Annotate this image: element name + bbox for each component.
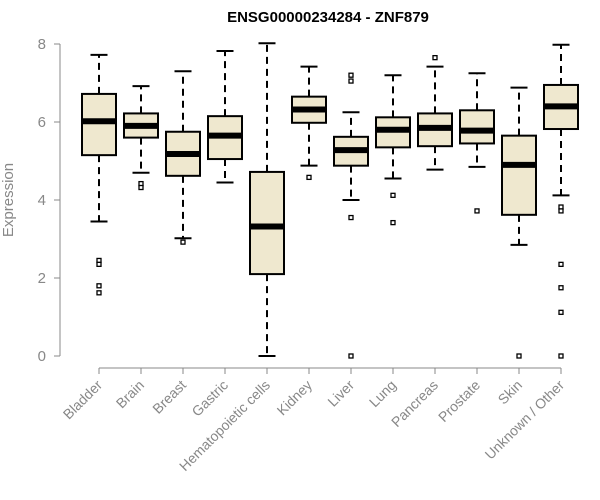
outlier-point	[180, 239, 186, 245]
box-2	[165, 70, 201, 245]
box-body	[459, 109, 495, 145]
x-tick-label: Unknown / Other	[482, 377, 568, 463]
outlier-point	[96, 290, 102, 296]
outlier-point	[432, 55, 438, 61]
outlier-point	[558, 353, 564, 359]
x-tick-label: Bladder	[60, 377, 106, 423]
outlier-point	[138, 184, 144, 191]
outlier-point	[516, 353, 522, 359]
outlier-point	[348, 214, 354, 221]
outlier-point	[558, 285, 564, 291]
x-tick-label: Kidney	[274, 377, 316, 419]
box-body	[249, 170, 285, 276]
box-3	[207, 50, 243, 184]
box-1	[123, 85, 159, 191]
box-10	[501, 86, 537, 359]
box-8	[417, 55, 453, 171]
outlier-point	[348, 353, 354, 359]
y-tick-label: 2	[38, 270, 46, 287]
x-tick-label: Lung	[366, 377, 399, 410]
y-tick-label: 4	[38, 192, 46, 209]
outlier-point	[474, 208, 480, 214]
outlier-point	[96, 261, 102, 268]
outlier-point	[390, 192, 396, 198]
outlier-point	[348, 72, 354, 78]
x-tick-label: Pancreas	[388, 377, 441, 430]
outlier-point	[558, 261, 564, 268]
box-7	[375, 74, 411, 226]
y-tick-label: 8	[38, 36, 46, 53]
y-axis: 0 2 4 6 8	[38, 36, 61, 365]
x-tick-label: Breast	[149, 377, 189, 417]
x-tick-label: Liver	[324, 377, 357, 410]
outlier-point	[348, 78, 354, 84]
box-0	[81, 53, 117, 296]
y-axis-label: Expression	[0, 163, 17, 237]
box-body	[501, 134, 537, 216]
y-tick-label: 0	[38, 348, 46, 365]
outlier-point	[558, 309, 564, 315]
x-tick-label: Skin	[495, 377, 526, 408]
x-tick-label: Brain	[113, 377, 147, 411]
box-6	[333, 72, 369, 359]
box-body	[81, 92, 117, 157]
box-9	[459, 72, 495, 214]
outlier-point	[390, 219, 396, 226]
box-4	[249, 42, 285, 357]
x-tick-label: Prostate	[435, 377, 483, 425]
y-tick-label: 6	[38, 114, 46, 131]
outlier-point	[306, 174, 312, 181]
box-11	[543, 43, 579, 359]
outlier-point	[96, 283, 102, 289]
box-series	[81, 42, 579, 359]
box-5	[291, 65, 327, 181]
chart-title: ENSG00000234284 - ZNF879	[227, 9, 429, 26]
outlier-point	[558, 208, 564, 214]
